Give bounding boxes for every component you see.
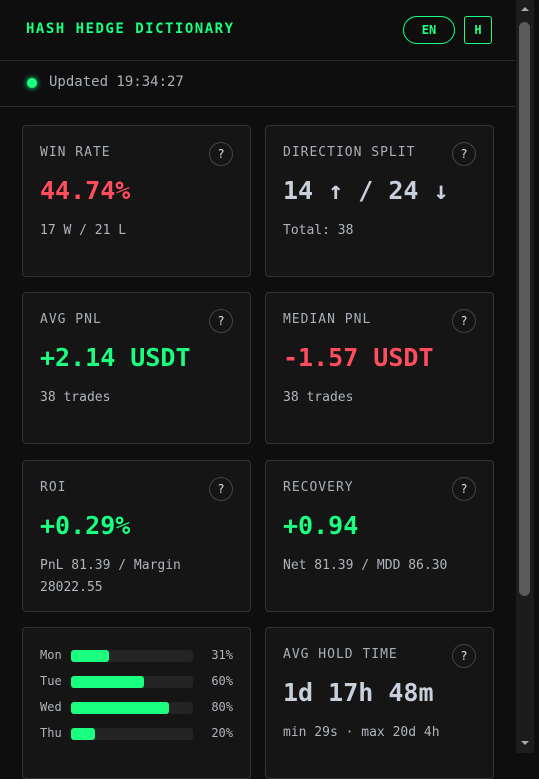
stat-card: AVG HOLD TIME? 1d 17h 48m min 29s · max 20…	[265, 627, 494, 779]
card-detail: PnL 81.39 / Margin 28022.55	[40, 558, 181, 595]
stat-card: WIN RATE? 44.74% 17 W / 21 L	[22, 125, 251, 277]
card-title: AVG HOLD TIME	[283, 647, 398, 662]
card-title: WIN RATE	[40, 145, 111, 160]
status-dot	[27, 78, 37, 88]
card-detail: 38 trades	[40, 390, 111, 405]
weekday-label: Mon	[40, 648, 62, 662]
help-button[interactable]: ?	[209, 142, 233, 166]
card-value: -1.57 USDT	[283, 343, 434, 372]
card-value: +0.94	[283, 511, 359, 540]
card-value: 1d 17h 48m	[283, 678, 434, 707]
weekday-bar	[71, 650, 109, 662]
weekday-card: Mon 31% Tue 60% Wed 80% Thu 20%	[22, 627, 251, 779]
language-button[interactable]: EN	[403, 16, 455, 44]
card-detail: Net 81.39 / MDD 86.30	[283, 558, 448, 573]
card-detail: 17 W / 21 L	[40, 223, 127, 238]
scroll-down[interactable]	[519, 738, 531, 748]
stat-card: RECOVERY? +0.94 Net 81.39 / MDD 86.30	[265, 460, 494, 612]
weekday-percent: 20%	[211, 726, 233, 740]
help-button[interactable]: ?	[209, 309, 233, 333]
h-button[interactable]: H	[464, 16, 492, 44]
help-button[interactable]: ?	[452, 644, 476, 668]
weekday-label: Thu	[40, 726, 62, 740]
card-value: +2.14 USDT	[40, 343, 191, 372]
help-button[interactable]: ?	[452, 309, 476, 333]
help-button[interactable]: ?	[452, 477, 476, 501]
weekday-bar	[71, 676, 145, 688]
stat-card: DIRECTION SPLIT? 14 ↑ / 24 ↓ Total: 38	[265, 125, 494, 277]
weekday-label: Wed	[40, 700, 62, 714]
card-detail: 38 trades	[283, 390, 354, 405]
stat-card: ROI? +0.29% PnL 81.39 / Margin 28022.55	[22, 460, 251, 612]
weekday-percent: 60%	[211, 674, 233, 688]
card-title: RECOVERY	[283, 480, 354, 495]
scrollbar-thumb[interactable]	[519, 22, 530, 596]
card-detail: Total: 38	[283, 223, 354, 238]
weekday-label: Tue	[40, 674, 62, 688]
weekday-percent: 80%	[211, 700, 233, 714]
card-value: 44.74%	[40, 176, 131, 205]
card-title: ROI	[40, 480, 67, 495]
card-title: AVG PNL	[40, 312, 102, 327]
card-title: DIRECTION SPLIT	[283, 145, 416, 160]
bar-track	[71, 728, 193, 740]
card-detail: min 29s · max 20d 4h	[283, 725, 440, 740]
weekday-bar	[71, 702, 169, 714]
status-bar: Updated 19:34:27	[0, 61, 515, 107]
weekday-bar	[71, 728, 96, 740]
card-value: 14 ↑ / 24 ↓	[283, 176, 449, 205]
stat-card: MEDIAN PNL? -1.57 USDT 38 trades	[265, 292, 494, 444]
card-title: MEDIAN PNL	[283, 312, 372, 327]
scroll-up[interactable]	[519, 4, 531, 14]
card-value: +0.29%	[40, 511, 131, 540]
help-button[interactable]: ?	[209, 477, 233, 501]
stat-card: AVG PNL? +2.14 USDT 38 trades	[22, 292, 251, 444]
app-title: HASH HEDGE DICTIONARY	[26, 21, 235, 37]
help-button[interactable]: ?	[452, 142, 476, 166]
weekday-percent: 31%	[211, 648, 233, 662]
status-text: Updated 19:34:27	[49, 74, 184, 90]
header: HASH HEDGE DICTIONARY EN H	[0, 0, 515, 61]
